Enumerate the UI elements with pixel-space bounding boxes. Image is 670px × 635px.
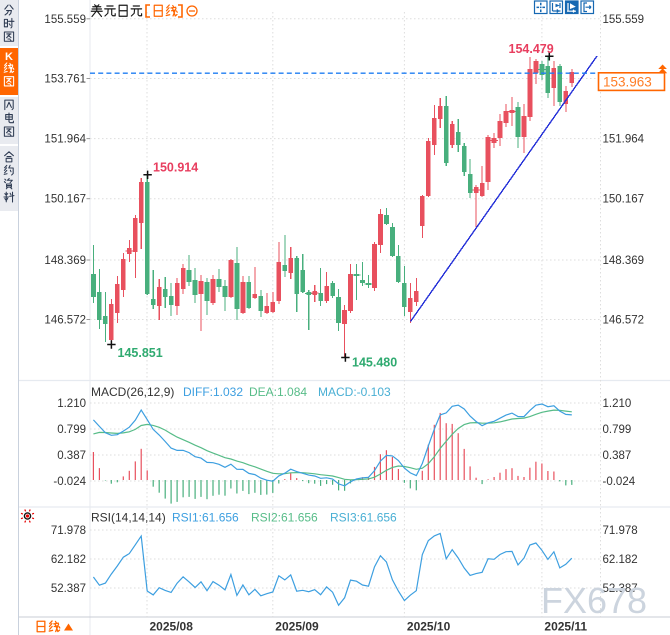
svg-text:150.167: 150.167 (44, 194, 86, 206)
svg-text:MACD(26,12,9): MACD(26,12,9) (91, 385, 174, 399)
svg-text:2025/09: 2025/09 (275, 620, 319, 634)
svg-text:0.799: 0.799 (603, 424, 632, 436)
svg-text:145.480: 145.480 (352, 356, 397, 370)
svg-text:K: K (5, 51, 13, 63)
svg-text:-0.024: -0.024 (603, 476, 636, 488)
svg-text:151.964: 151.964 (603, 134, 645, 146)
svg-text:MACD:-0.103: MACD:-0.103 (318, 385, 391, 399)
svg-text:155.559: 155.559 (603, 14, 645, 26)
svg-text:2025/10: 2025/10 (407, 620, 451, 634)
svg-text:145.851: 145.851 (118, 346, 163, 360)
svg-text:155.559: 155.559 (44, 14, 86, 26)
svg-text:151.964: 151.964 (44, 134, 86, 146)
svg-text:FX678: FX678 (541, 580, 647, 621)
svg-text:RSI3:61.656: RSI3:61.656 (330, 511, 397, 525)
svg-text:148.369: 148.369 (603, 255, 645, 267)
svg-text:RSI(14,14,14): RSI(14,14,14) (91, 511, 166, 525)
svg-text:146.572: 146.572 (603, 315, 645, 327)
svg-text:62.182: 62.182 (51, 554, 86, 566)
svg-text:RSI1:61.656: RSI1:61.656 (172, 511, 239, 525)
svg-text:150.914: 150.914 (153, 161, 198, 175)
svg-text:153.963: 153.963 (603, 75, 652, 90)
svg-text:RSI2:61.656: RSI2:61.656 (251, 511, 318, 525)
svg-text:150.167: 150.167 (603, 194, 645, 206)
svg-text:148.369: 148.369 (44, 255, 86, 267)
svg-text:1.210: 1.210 (57, 398, 86, 410)
svg-text:71.978: 71.978 (51, 525, 86, 537)
svg-text:71.978: 71.978 (603, 525, 638, 537)
svg-text:146.572: 146.572 (44, 315, 86, 327)
svg-text:52.387: 52.387 (603, 583, 638, 595)
svg-text:2025/08: 2025/08 (150, 620, 194, 634)
svg-text:1.210: 1.210 (603, 398, 632, 410)
svg-text:153.761: 153.761 (44, 74, 86, 86)
svg-text:154.479: 154.479 (509, 42, 554, 56)
svg-text:52.387: 52.387 (51, 583, 86, 595)
svg-text:-0.024: -0.024 (53, 476, 86, 488)
svg-text:DIFF:1.032: DIFF:1.032 (183, 385, 243, 399)
svg-text:0.387: 0.387 (57, 450, 86, 462)
svg-text:2025/11: 2025/11 (544, 620, 587, 634)
svg-text:62.182: 62.182 (603, 554, 638, 566)
svg-text:0.799: 0.799 (57, 424, 86, 436)
svg-text:DEA:1.084: DEA:1.084 (249, 385, 307, 399)
svg-text:0.387: 0.387 (603, 450, 632, 462)
